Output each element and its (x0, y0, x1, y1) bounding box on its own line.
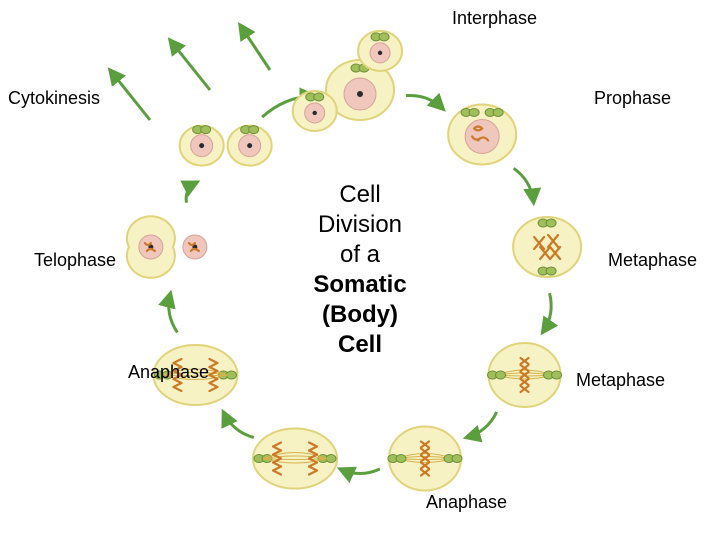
title-line-2: Division (318, 211, 402, 238)
label-anaphase-2: Anaphase (128, 362, 209, 383)
cell-cycle-diagram: Interphase Prophase Metaphase Metaphase … (0, 0, 720, 540)
cell-cytokinesis (180, 126, 272, 166)
label-anaphase-1: Anaphase (426, 492, 507, 513)
cell-daughter2 (358, 31, 402, 71)
label-interphase: Interphase (452, 8, 537, 29)
label-prophase: Prophase (594, 88, 671, 109)
cell-metaphase1 (488, 343, 562, 407)
title-bold-1: Somatic (313, 271, 406, 298)
cell-prophase2 (513, 217, 581, 277)
cell-anaphase1 (253, 429, 337, 489)
title-line-3: of a (340, 241, 380, 268)
title-line-1: Cell (339, 181, 380, 208)
cell-daughter1 (293, 91, 337, 131)
label-cytokinesis: Cytokinesis (8, 88, 100, 109)
title-bold-2: (Body) (322, 301, 398, 328)
label-metaphase-2: Metaphase (576, 370, 665, 391)
label-metaphase-1: Metaphase (608, 250, 697, 271)
center-title: Cell Division of a Somatic (Body) Cell (300, 180, 420, 360)
cell-metaphase2 (388, 427, 462, 491)
title-bold-3: Cell (338, 331, 382, 358)
label-telophase: Telophase (34, 250, 116, 271)
cell-telophase (127, 216, 207, 278)
cell-prophase (448, 104, 516, 164)
